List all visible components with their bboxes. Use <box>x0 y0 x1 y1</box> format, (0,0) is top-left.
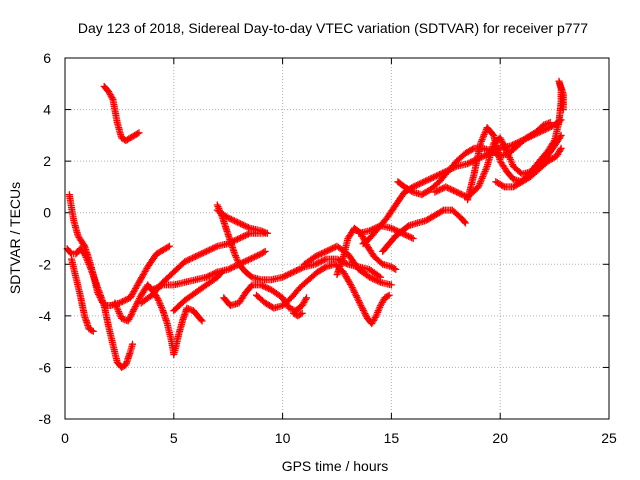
y-tick-label: 0 <box>43 205 51 221</box>
data-point-trace <box>68 255 97 335</box>
x-tick-label: 10 <box>275 430 291 446</box>
y-tick-label: -2 <box>39 256 52 272</box>
plot-frame <box>64 57 610 420</box>
axis-ticks: 0 5 10 15 20 25 -8 -6 -4 -2 0 2 4 6 <box>39 50 617 446</box>
data-point-trace <box>213 206 271 237</box>
y-tick-label: 2 <box>43 153 51 169</box>
data-point-trace <box>137 229 269 307</box>
y-tick-label: -8 <box>39 411 52 427</box>
data-point-trace <box>220 281 310 315</box>
data-point-trace <box>492 77 567 191</box>
data-point-trace <box>100 82 143 144</box>
y-axis-label: SDTVAR / TECUs <box>7 182 23 294</box>
y-tick-label: 6 <box>43 50 51 66</box>
x-axis-label: GPS time / hours <box>282 458 389 474</box>
grid-lines <box>65 58 609 419</box>
data-point-trace <box>379 206 469 255</box>
x-tick-label: 5 <box>170 430 178 446</box>
x-tick-label: 0 <box>61 430 69 446</box>
y-tick-label: 4 <box>43 102 51 118</box>
data-point-trace <box>290 309 306 320</box>
x-tick-label: 25 <box>601 430 617 446</box>
data-point-trace <box>464 124 565 204</box>
data-point-trace <box>333 224 400 279</box>
y-tick-label: -6 <box>39 359 52 375</box>
chart-title: Day 123 of 2018, Sidereal Day-to-day VTE… <box>78 20 588 36</box>
x-tick-label: 15 <box>384 430 400 446</box>
x-tick-label: 20 <box>492 430 508 446</box>
y-tick-label: -4 <box>39 308 52 324</box>
data-point-trace <box>170 268 226 315</box>
data-points <box>63 77 567 371</box>
data-point-trace <box>63 245 136 371</box>
data-point-trace <box>253 260 393 328</box>
